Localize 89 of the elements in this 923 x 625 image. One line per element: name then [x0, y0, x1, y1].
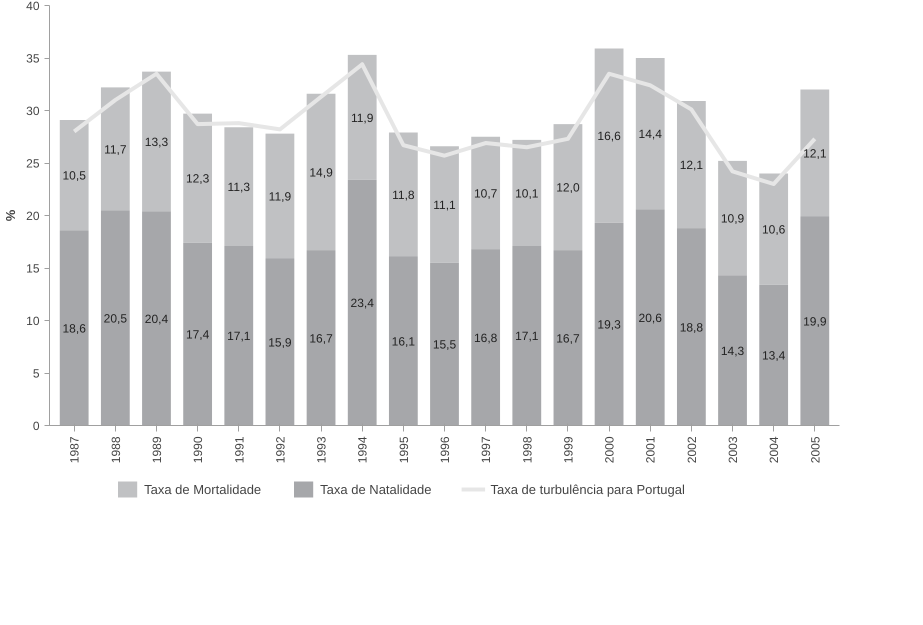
data-label: 11,7	[104, 142, 127, 156]
data-label: 11,9	[268, 190, 292, 204]
x-tick-label: 1993	[314, 436, 329, 464]
data-label: 13,3	[144, 134, 168, 149]
bar	[224, 127, 254, 246]
data-label: 11,1	[433, 198, 456, 212]
x-tick-label: 1994	[356, 436, 370, 464]
bar	[266, 134, 294, 259]
x-tick-label: 1988	[108, 436, 123, 464]
y-axis-title: %	[3, 209, 18, 222]
bar	[388, 132, 418, 256]
bar	[348, 54, 377, 180]
bar	[306, 94, 336, 250]
x-tick-label: 1999	[561, 436, 576, 464]
data-label: 12,3	[186, 172, 210, 186]
data-label: 11,9	[350, 110, 374, 125]
data-label: 16,7	[556, 331, 580, 346]
bar	[471, 136, 500, 250]
x-tick-label: 2000	[602, 436, 617, 464]
x-tick-label: 1987	[68, 436, 82, 464]
data-label: 17,1	[227, 329, 251, 344]
bar	[554, 124, 582, 250]
data-label: 18,6	[62, 321, 86, 336]
data-label: 10,9	[720, 212, 745, 226]
data-label: 20,4	[144, 312, 168, 326]
data-label: 15,5	[432, 338, 457, 352]
x-tick-label: 2004	[767, 436, 782, 464]
data-label: 11,3	[228, 180, 250, 194]
bar	[142, 72, 171, 212]
y-tick-label: 10	[26, 314, 40, 328]
data-label: 20,6	[638, 310, 662, 325]
x-tick-label: 1995	[396, 436, 411, 464]
y-tick-label: 40	[26, 0, 40, 13]
bar	[594, 48, 624, 223]
x-tick-label: 1997	[479, 436, 494, 464]
data-label: 14,3	[720, 344, 745, 358]
y-tick-label: 35	[26, 52, 40, 66]
data-label: 15,9	[268, 336, 292, 350]
bar	[636, 58, 665, 210]
bar	[430, 146, 459, 263]
data-label: 12,1	[680, 158, 704, 172]
bar	[759, 174, 788, 285]
bar	[718, 160, 747, 276]
data-label: 13,4	[762, 348, 786, 363]
data-label: 14,4	[638, 127, 662, 142]
y-tick-label: 30	[26, 104, 40, 118]
y-tick-label: 25	[26, 156, 40, 170]
data-label: 18,8	[680, 320, 704, 334]
x-tick-label: 2005	[808, 436, 822, 464]
data-label: 16,6	[597, 129, 622, 144]
data-label: 12,1	[803, 146, 827, 161]
data-label: 14,9	[309, 165, 334, 180]
x-tick-label: 2002	[684, 436, 699, 464]
y-tick-label: 0	[32, 419, 40, 433]
y-tick-label: 15	[26, 262, 40, 276]
x-tick-label: 1989	[150, 436, 164, 464]
x-tick-label: 1998	[520, 436, 534, 464]
x-tick-label: 1996	[438, 436, 452, 464]
bar	[800, 90, 830, 217]
data-label: 23,4	[350, 296, 374, 310]
data-label: 19,9	[803, 314, 827, 329]
x-tick-label: 2003	[726, 436, 740, 464]
legend-label: Taxa de Mortalidade	[144, 482, 262, 496]
data-label: 12,0	[556, 180, 580, 195]
data-label: 10,6	[762, 222, 786, 237]
data-label: 10,1	[515, 186, 539, 200]
legend-label: Taxa de turbulência para Portugal	[490, 482, 685, 496]
data-label: 10,5	[62, 168, 86, 183]
x-tick-label: 1991	[232, 436, 246, 464]
x-tick-label: 1992	[273, 436, 288, 464]
bar	[676, 101, 706, 228]
data-label: 16,8	[474, 330, 498, 345]
data-label: 17,1	[515, 329, 539, 344]
data-label: 10,7	[474, 186, 498, 200]
bar	[512, 140, 542, 246]
legend-label: Taxa de Natalidade	[320, 482, 432, 496]
data-label: 20,5	[104, 311, 128, 326]
data-label: 11,8	[392, 188, 415, 202]
data-label: 19,3	[597, 318, 622, 332]
x-tick-label: 1990	[191, 436, 206, 464]
bar	[100, 87, 130, 210]
x-tick-label: 2001	[644, 436, 658, 464]
y-tick-label: 5	[32, 366, 40, 380]
data-label: 16,7	[309, 331, 334, 346]
data-label: 17,4	[186, 328, 210, 342]
y-tick-label: 20	[26, 209, 40, 223]
bar	[183, 114, 212, 243]
bar	[60, 120, 89, 230]
data-label: 16,1	[392, 334, 416, 348]
